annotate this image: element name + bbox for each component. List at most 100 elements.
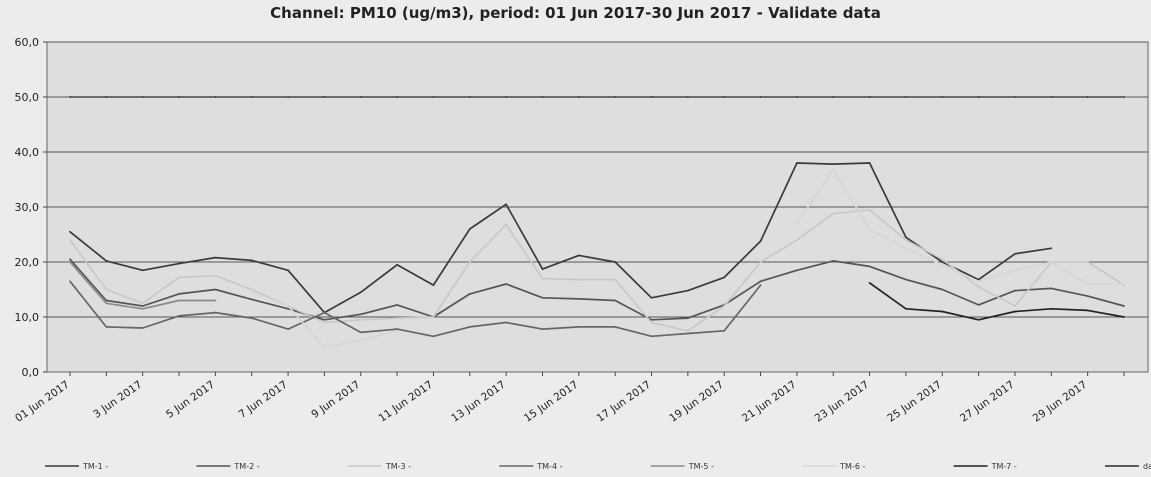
- data-point: [396, 328, 399, 330]
- data-point: [359, 291, 362, 294]
- legend-label: TM-2 -: [233, 462, 259, 471]
- data-point: [105, 302, 108, 305]
- data-point: [868, 162, 871, 164]
- data-point: [868, 228, 871, 230]
- series-line: [69, 162, 1053, 314]
- data-point: [287, 269, 289, 272]
- x-axis-ticks: 01 Jun 2017 3 Jun 2017 5 Jun 2017 7 Jun 201…: [13, 372, 1125, 425]
- legend-label: TM-5 -: [688, 462, 714, 471]
- data-point: [1123, 283, 1125, 285]
- data-point: [905, 96, 907, 98]
- data-point: [468, 326, 471, 328]
- data-point: [941, 96, 944, 98]
- data-point: [541, 96, 544, 98]
- data-point: [1123, 305, 1125, 307]
- data-point: [686, 332, 689, 335]
- data-point: [505, 321, 508, 324]
- data-point: [396, 96, 399, 98]
- data-point: [759, 96, 762, 98]
- data-point: [941, 263, 944, 266]
- data-point: [178, 293, 180, 295]
- data-point: [214, 288, 217, 291]
- data-point: [1014, 269, 1016, 272]
- data-point: [977, 285, 980, 288]
- data-point: [577, 326, 580, 328]
- data-point: [250, 288, 253, 291]
- data-point: [941, 258, 944, 261]
- data-point: [686, 289, 689, 292]
- data-point: [723, 305, 726, 307]
- data-point: [905, 278, 907, 281]
- y-axis-ticks: 0,0 10,0 20,0 30,0 40,0 50,0 60,0: [15, 36, 47, 379]
- data-point: [359, 331, 362, 334]
- data-point: [323, 311, 326, 314]
- data-point: [250, 96, 253, 98]
- data-point: [977, 318, 980, 321]
- data-point: [868, 96, 871, 98]
- data-point: [105, 260, 108, 262]
- data-point: [577, 96, 580, 98]
- data-point: [868, 208, 871, 211]
- data-point: [287, 328, 289, 330]
- x-tick-label: 17 Jun 2017: [595, 379, 654, 425]
- data-point: [650, 321, 653, 324]
- data-point: [614, 326, 617, 328]
- data-point: [868, 265, 871, 268]
- data-point: [359, 339, 362, 341]
- legend-item: TM-2 -: [196, 462, 260, 471]
- x-tick-label: 29 Jun 2017: [1031, 379, 1090, 425]
- data-point: [250, 291, 253, 294]
- chart-title: Channel: PM10 (ug/m3), period: 01 Jun 20…: [270, 4, 881, 22]
- data-point: [505, 96, 508, 98]
- series-path: [69, 280, 762, 338]
- y-tick-label: 50,0: [15, 91, 40, 104]
- series-line: [69, 261, 217, 310]
- y-tick-label: 10,0: [15, 311, 40, 324]
- data-point: [287, 305, 289, 307]
- legend-item: TM-7 -: [953, 462, 1017, 471]
- y-tick-label: 20,0: [15, 256, 40, 269]
- legend-label: TM-7 -: [991, 462, 1017, 471]
- data-point: [541, 277, 544, 280]
- data-point: [1014, 310, 1016, 313]
- x-tick-label: 3 Jun 2017: [91, 379, 144, 421]
- legend-item: TM-1 -: [45, 462, 108, 471]
- data-point: [686, 317, 689, 319]
- data-point: [69, 258, 71, 261]
- data-point: [1014, 252, 1016, 255]
- legend-label: TM-4 -: [536, 462, 562, 471]
- data-point: [432, 96, 435, 98]
- data-point: [323, 346, 326, 349]
- data-point: [287, 96, 289, 98]
- data-point: [141, 305, 144, 307]
- data-point: [69, 230, 71, 233]
- data-point: [977, 278, 980, 281]
- data-point: [1014, 305, 1016, 307]
- data-point: [686, 329, 689, 332]
- legend-item: TM-4 -: [499, 462, 563, 471]
- data-point: [905, 239, 907, 241]
- data-point: [250, 317, 253, 319]
- legend-label: TM-6 -: [839, 462, 865, 471]
- data-point: [686, 96, 689, 98]
- x-tick-label: 19 Jun 2017: [667, 379, 726, 425]
- data-point: [396, 317, 399, 319]
- x-tick-label: 21 Jun 2017: [740, 379, 799, 425]
- data-point: [141, 269, 144, 272]
- data-point: [505, 223, 508, 226]
- data-point: [323, 96, 326, 98]
- y-tick-label: 0,0: [22, 366, 40, 379]
- data-point: [759, 284, 762, 286]
- series-lines: [69, 96, 1125, 349]
- legend-item: daily limit: [1105, 462, 1151, 471]
- legend-label: TM-1 -: [82, 462, 108, 471]
- data-point: [541, 328, 544, 330]
- legend: TM-1 - TM-2 - TM-3 - TM-4 - TM-5 - TM-6 - TM-7…: [45, 462, 1151, 471]
- data-point: [468, 228, 471, 230]
- data-point: [577, 297, 580, 300]
- data-point: [105, 299, 108, 302]
- data-point: [432, 284, 435, 286]
- data-point: [577, 278, 580, 281]
- data-point: [977, 96, 980, 98]
- data-point: [505, 203, 508, 206]
